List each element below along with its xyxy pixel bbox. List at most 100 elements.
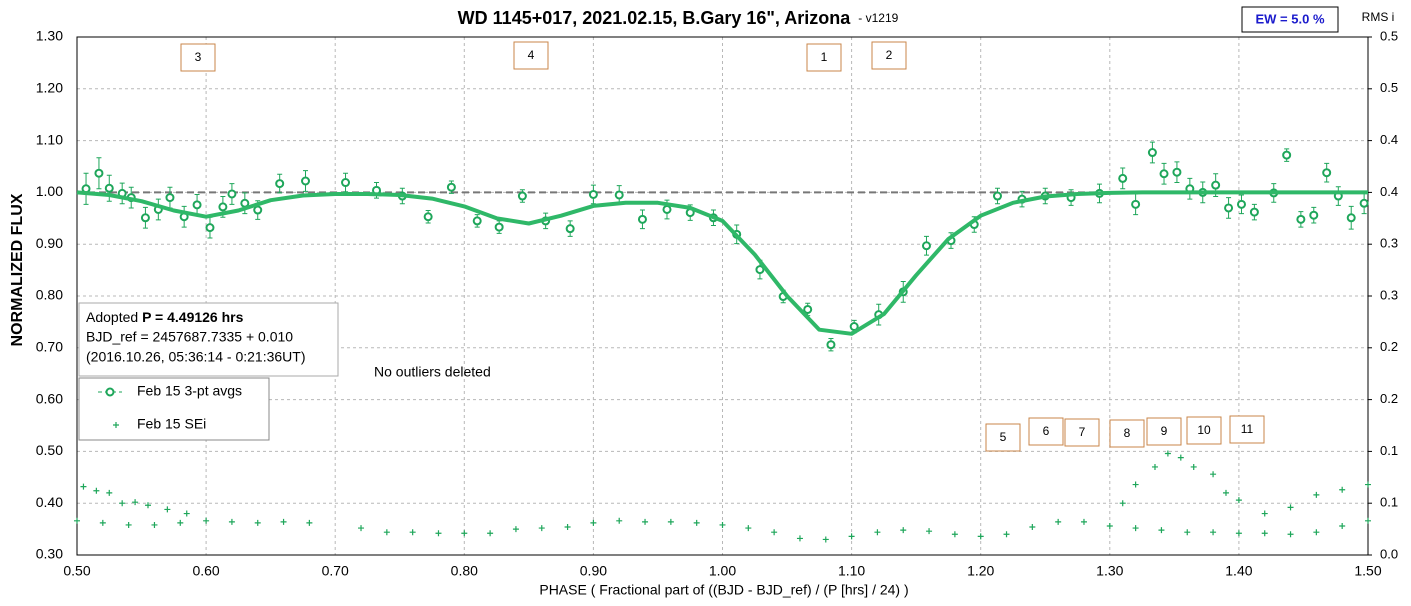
- data-point: [926, 528, 933, 535]
- data-point: [1287, 531, 1294, 538]
- data-point: [227, 189, 237, 199]
- data-point: [1282, 150, 1292, 160]
- data-point: [151, 521, 158, 528]
- y-tick-label: 1.10: [36, 131, 63, 147]
- y-tick-label: 0.30: [36, 546, 63, 562]
- annotation-label: 8: [1124, 426, 1131, 440]
- info-date: (2016.10.26, 05:36:14 - 0:21:36UT): [86, 349, 305, 365]
- legend-swatch: [105, 387, 115, 397]
- data-point: [409, 529, 416, 536]
- annotation-label: 11: [1241, 422, 1254, 436]
- data-point: [253, 205, 263, 215]
- info-period: P = 4.49126 hrs: [142, 309, 244, 325]
- annotation-box: [1229, 415, 1265, 444]
- data-point: [99, 519, 106, 526]
- x-tick-label: 1.30: [1096, 563, 1123, 579]
- data-point: [564, 524, 571, 531]
- data-point: [637, 214, 647, 224]
- data-point: [1132, 525, 1139, 532]
- data-point: [517, 191, 527, 201]
- annotation-box: [1146, 417, 1182, 446]
- data-point: [1261, 530, 1268, 537]
- data-point: [921, 241, 931, 251]
- data-point: [1309, 210, 1319, 220]
- data-point: [951, 531, 958, 538]
- data-point: [1365, 481, 1371, 488]
- data-point: [662, 204, 672, 214]
- y2-tick-label: 0.4: [1380, 184, 1398, 199]
- annotation-box: [513, 41, 549, 70]
- data-point: [1080, 518, 1087, 525]
- data-point: [205, 223, 215, 233]
- annotation-box: [1109, 419, 1145, 448]
- data-point: [106, 489, 113, 496]
- data-point: [992, 191, 1002, 201]
- data-point: [423, 212, 433, 222]
- data-point: [616, 517, 623, 524]
- title: WD 1145+017, 2021.02.15, B.Gary 16", Ari…: [458, 8, 852, 28]
- y-tick-label: 1.20: [36, 80, 63, 96]
- x-tick-label: 1.10: [838, 563, 865, 579]
- data-point: [435, 530, 442, 537]
- y2-tick-label: 0.2: [1380, 339, 1398, 354]
- y2-tick-label: 0.0: [1380, 546, 1398, 561]
- data-point: [822, 536, 829, 543]
- data-point: [1339, 486, 1346, 493]
- data-point: [538, 525, 545, 532]
- data-point: [1224, 203, 1234, 213]
- data-point: [667, 518, 674, 525]
- data-point: [254, 519, 261, 526]
- annotation-box: [1186, 416, 1222, 445]
- x-tick-label: 1.20: [967, 563, 994, 579]
- x-tick-label: 0.70: [322, 563, 349, 579]
- data-point: [487, 530, 494, 537]
- data-point: [1151, 463, 1158, 470]
- data-point: [1118, 173, 1128, 183]
- data-point: [848, 533, 855, 540]
- data-point: [218, 202, 228, 212]
- y2-tick-label: 0.1: [1380, 443, 1398, 458]
- y-tick-label: 1.00: [36, 183, 63, 199]
- ew-box: [1241, 6, 1339, 33]
- info-box: [78, 302, 339, 377]
- data-point: [1158, 527, 1165, 534]
- data-point: [1147, 148, 1157, 158]
- annotation-label: 1: [821, 50, 828, 64]
- data-point: [642, 518, 649, 525]
- y2-tick-label: 0.5: [1380, 28, 1398, 43]
- annotation-label: 4: [528, 48, 535, 62]
- data-point: [1359, 198, 1369, 208]
- data-point: [203, 517, 210, 524]
- x-tick-label: 0.50: [63, 563, 90, 579]
- data-point: [745, 525, 752, 532]
- data-point: [977, 533, 984, 540]
- data-point: [1339, 522, 1346, 529]
- data-point: [719, 521, 726, 528]
- data-point: [1346, 213, 1356, 223]
- data-point: [306, 519, 313, 526]
- data-point: [1313, 491, 1320, 498]
- data-point: [796, 535, 803, 542]
- y2-tick-label: 0.1: [1380, 495, 1398, 510]
- data-point: [183, 510, 190, 517]
- y2-tick-label: 0.3: [1380, 287, 1398, 302]
- data-point: [80, 483, 87, 490]
- annotation-label: 9: [1161, 424, 1168, 438]
- y2-axis-label: RMS i: [1362, 10, 1395, 24]
- y2-tick-label: 0.4: [1380, 132, 1398, 147]
- data-point: [119, 500, 126, 507]
- x-tick-label: 1.00: [709, 563, 736, 579]
- y2-tick-label: 0.5: [1380, 80, 1398, 95]
- data-point: [104, 183, 114, 193]
- x-tick-label: 0.60: [192, 563, 219, 579]
- data-point: [874, 529, 881, 536]
- data-point: [1003, 531, 1010, 538]
- annotation-label: 3: [195, 50, 202, 64]
- y-tick-label: 0.50: [36, 442, 63, 458]
- fit-curve: [76, 190, 1368, 336]
- data-point: [1210, 471, 1217, 478]
- annotation-box: [985, 423, 1021, 452]
- data-point: [275, 179, 285, 189]
- data-point: [1132, 481, 1139, 488]
- data-point: [826, 340, 836, 350]
